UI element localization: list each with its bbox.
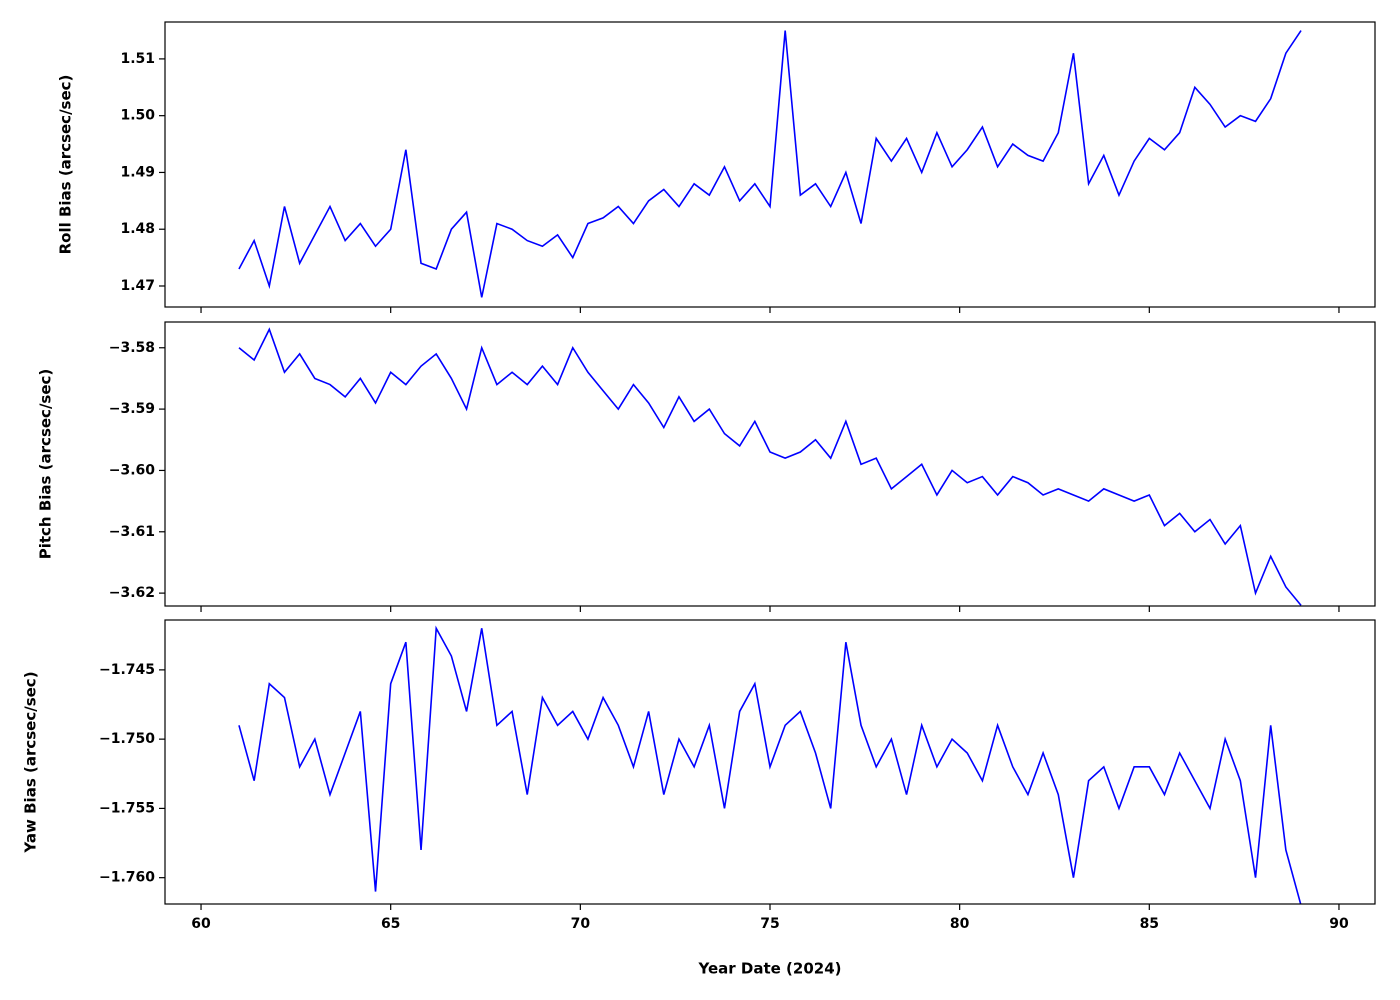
x-tick-label: 70 (571, 916, 591, 932)
x-axis-label: Year Date (2024) (698, 960, 842, 978)
y-tick-label: 1.49 (120, 164, 155, 180)
x-tick-label: 60 (191, 916, 211, 932)
axes-frame (164, 619, 1376, 905)
x-tick-label: 80 (950, 916, 970, 932)
y-axis-label: Pitch Bias (arcsec/sec) (37, 369, 55, 560)
axes-frame (164, 21, 1376, 308)
y-axis-label: Roll Bias (arcsec/sec) (57, 75, 75, 255)
data-line (238, 625, 1302, 904)
data-line (238, 327, 1302, 606)
y-tick-label: −3.58 (109, 340, 155, 356)
y-tick-label: −3.60 (109, 462, 156, 478)
x-tick-label: 85 (1140, 916, 1159, 932)
y-tick-label: −1.760 (99, 870, 155, 886)
y-axis-label: Yaw Bias (arcsec/sec) (22, 671, 40, 853)
axes-frame (164, 321, 1376, 607)
x-tick-label: 65 (381, 916, 400, 932)
y-tick-label: 1.51 (120, 51, 155, 67)
y-tick-label: −1.745 (99, 662, 155, 678)
y-tick-label: −3.62 (109, 585, 155, 601)
y-tick-label: −3.61 (109, 524, 155, 540)
y-tick-label: 1.50 (120, 108, 155, 124)
data-line (238, 30, 1302, 298)
x-tick-label: 75 (760, 916, 779, 932)
y-tick-label: −1.750 (99, 731, 155, 747)
y-tick-label: 1.47 (120, 278, 155, 294)
x-tick-label: 90 (1329, 916, 1349, 932)
y-tick-label: −3.59 (109, 401, 155, 417)
y-tick-label: −1.755 (99, 800, 155, 816)
y-tick-label: 1.48 (120, 221, 155, 237)
